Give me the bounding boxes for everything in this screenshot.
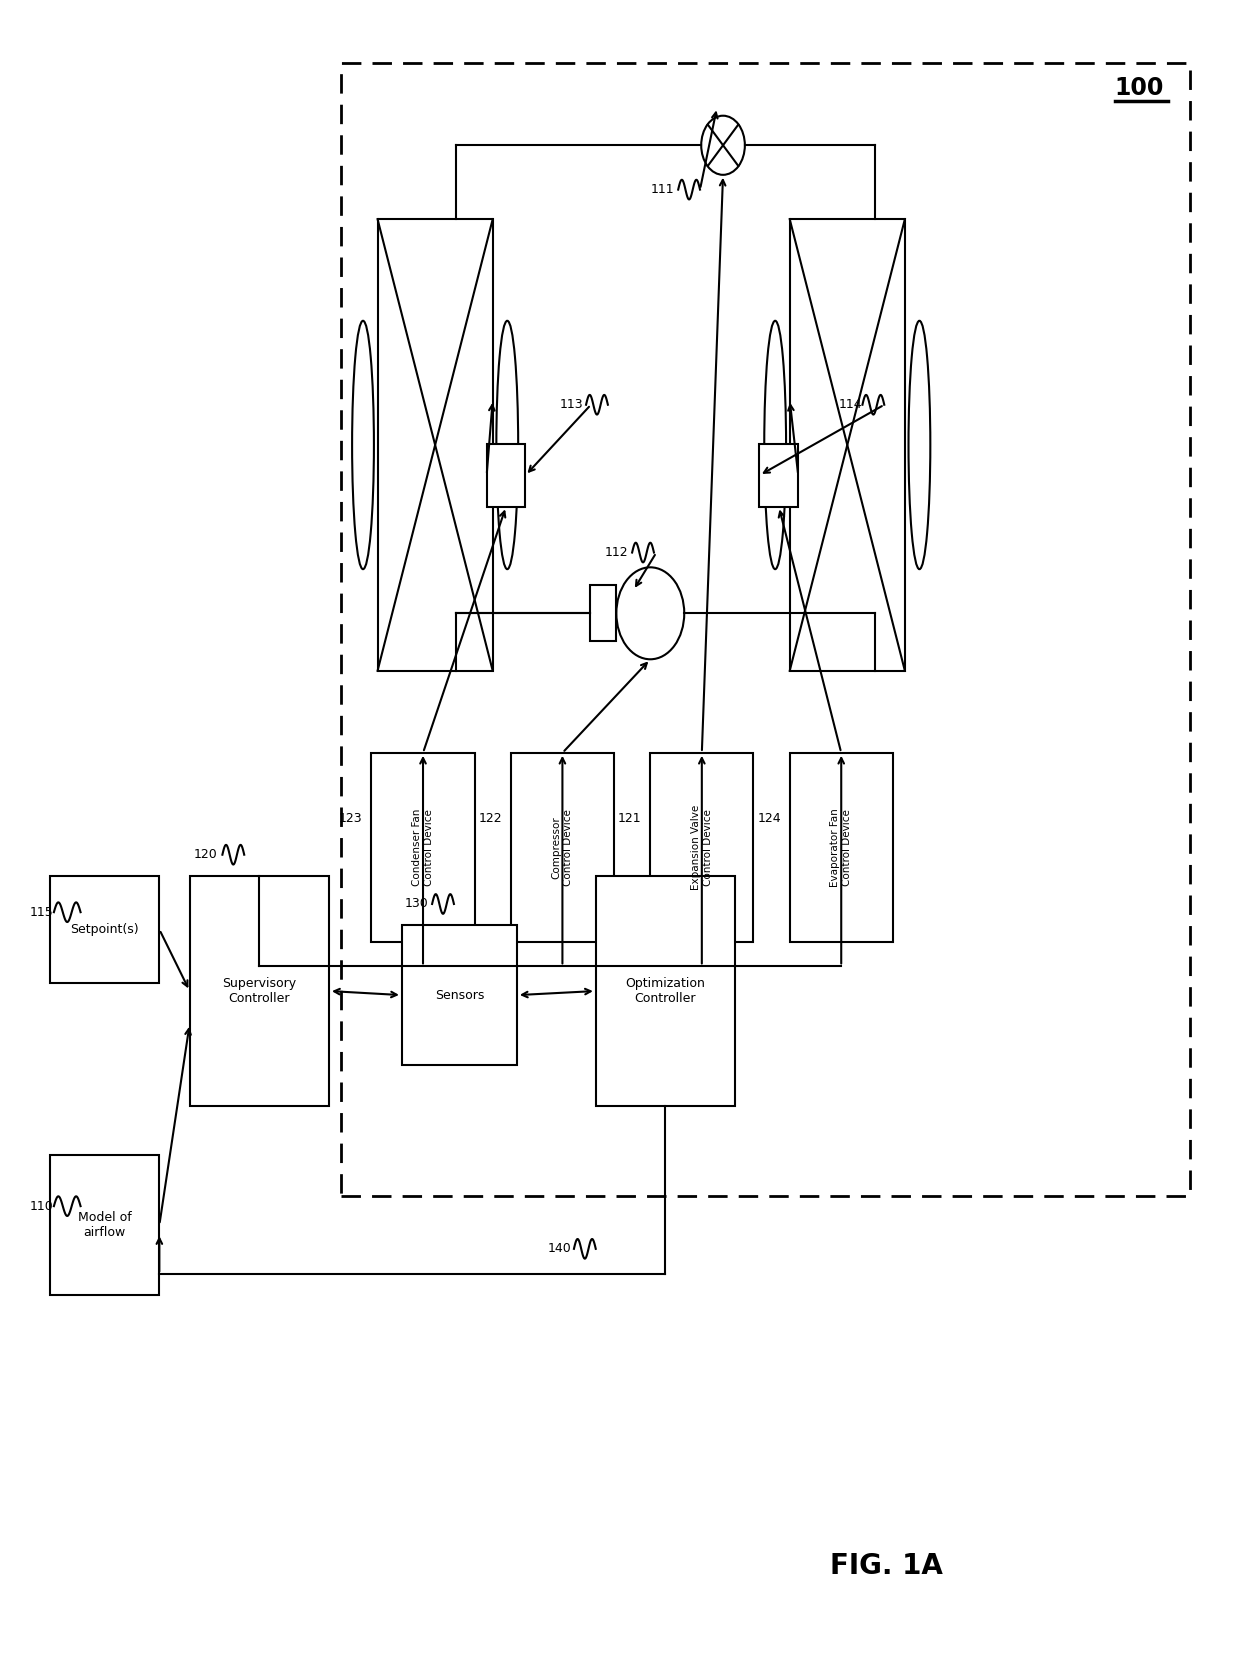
Text: Condenser Fan
Control Device: Condenser Fan Control Device	[412, 808, 434, 887]
FancyBboxPatch shape	[590, 586, 616, 641]
FancyBboxPatch shape	[51, 1156, 160, 1294]
Text: FIG. 1A: FIG. 1A	[831, 1551, 944, 1580]
Text: Compressor
Control Device: Compressor Control Device	[552, 808, 573, 885]
FancyBboxPatch shape	[377, 219, 492, 671]
Text: 140: 140	[547, 1242, 570, 1256]
Text: 130: 130	[404, 897, 428, 910]
Ellipse shape	[764, 321, 786, 569]
FancyBboxPatch shape	[190, 877, 329, 1106]
Text: 113: 113	[559, 397, 583, 411]
Text: Optimization
Controller: Optimization Controller	[625, 977, 706, 1005]
FancyBboxPatch shape	[650, 753, 754, 942]
Text: 123: 123	[339, 812, 362, 825]
Text: Model of
airflow: Model of airflow	[78, 1211, 131, 1239]
FancyBboxPatch shape	[341, 63, 1189, 1196]
Ellipse shape	[352, 321, 374, 569]
Text: 111: 111	[651, 184, 675, 195]
Text: 112: 112	[605, 546, 629, 559]
Text: 115: 115	[30, 905, 53, 919]
FancyBboxPatch shape	[51, 877, 160, 984]
Text: 124: 124	[758, 812, 781, 825]
Text: 120: 120	[193, 848, 217, 862]
Ellipse shape	[909, 321, 930, 569]
Text: Supervisory
Controller: Supervisory Controller	[222, 977, 296, 1005]
FancyBboxPatch shape	[790, 219, 905, 671]
Text: 100: 100	[1115, 75, 1164, 100]
Text: 122: 122	[479, 812, 502, 825]
Ellipse shape	[496, 321, 518, 569]
FancyBboxPatch shape	[759, 444, 799, 506]
Text: Setpoint(s): Setpoint(s)	[71, 924, 139, 935]
FancyBboxPatch shape	[595, 877, 735, 1106]
FancyBboxPatch shape	[402, 925, 517, 1065]
Text: Sensors: Sensors	[435, 989, 484, 1002]
FancyBboxPatch shape	[790, 753, 893, 942]
Text: Evaporator Fan
Control Device: Evaporator Fan Control Device	[831, 808, 852, 887]
Text: 121: 121	[618, 812, 641, 825]
Text: 110: 110	[30, 1199, 53, 1212]
FancyBboxPatch shape	[486, 444, 526, 506]
Text: 114: 114	[838, 397, 862, 411]
FancyBboxPatch shape	[372, 753, 475, 942]
FancyBboxPatch shape	[511, 753, 614, 942]
Text: Expansion Valve
Control Device: Expansion Valve Control Device	[691, 805, 713, 890]
